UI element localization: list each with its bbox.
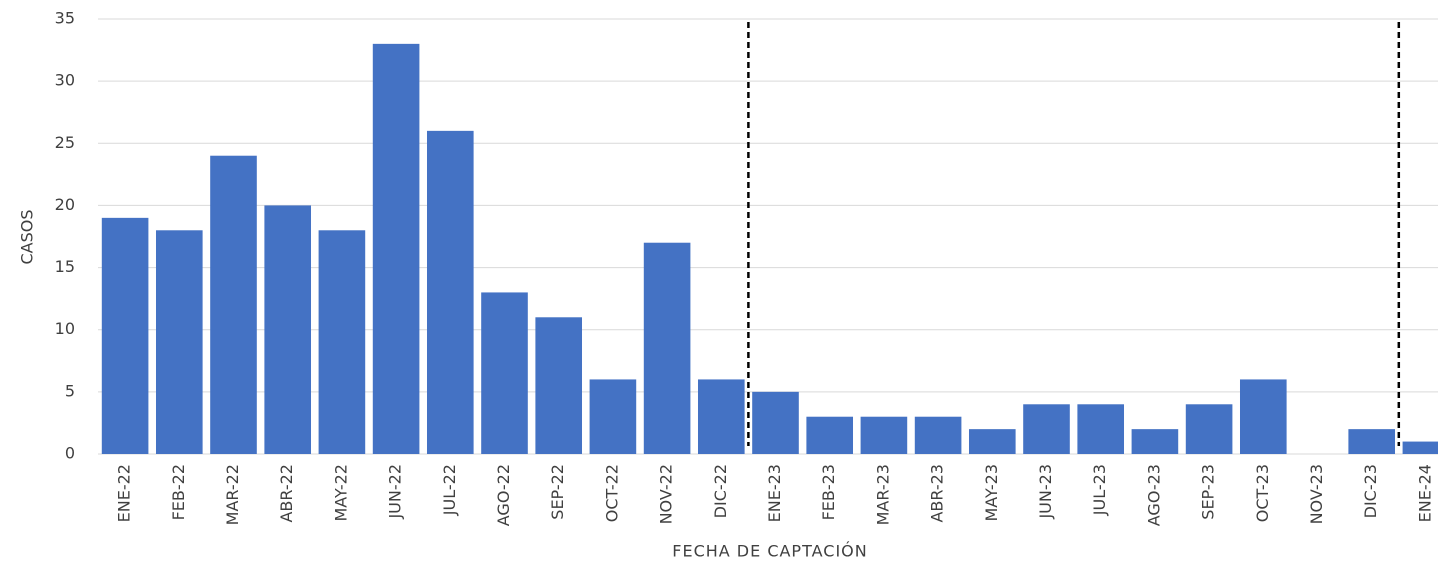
bar <box>481 292 528 454</box>
y-tick-label: 25 <box>55 133 75 152</box>
x-tick-label: ABR-22 <box>277 464 296 523</box>
x-tick-label: OCT-23 <box>1253 464 1272 522</box>
bar <box>372 43 420 454</box>
bar <box>101 217 149 454</box>
bar <box>1402 441 1438 454</box>
x-tick-label: NOV-23 <box>1307 464 1326 524</box>
y-tick-label: 30 <box>55 71 75 90</box>
bar <box>968 429 1016 454</box>
x-tick-label: ENE-23 <box>765 464 784 522</box>
x-tick-label: JUL-22 <box>440 464 459 516</box>
x-tick-label: MAY-22 <box>331 464 350 522</box>
bar <box>806 416 854 454</box>
x-tick-label: JUL-23 <box>1090 464 1109 516</box>
x-tick-label: MAR-23 <box>873 464 892 525</box>
x-tick-label: ABR-23 <box>928 464 947 523</box>
x-tick-label: JUN-23 <box>1036 464 1055 520</box>
y-tick-label: 35 <box>55 9 75 28</box>
x-tick-label: ENE-22 <box>115 464 134 522</box>
bar <box>210 155 257 454</box>
x-tick-label: MAR-22 <box>223 464 242 525</box>
bar <box>426 130 474 454</box>
x-tick-label: SEP-22 <box>548 464 567 520</box>
x-tick-label: AGO-23 <box>1144 464 1163 526</box>
bar <box>1239 379 1287 454</box>
bar <box>589 379 637 454</box>
bar <box>1023 404 1070 454</box>
x-tick-label: FEB-23 <box>819 464 838 520</box>
bar <box>914 416 962 454</box>
x-tick-label: DIC-22 <box>711 464 730 518</box>
bar <box>752 391 799 454</box>
bar <box>1185 404 1233 454</box>
y-tick-label: 20 <box>55 195 75 214</box>
x-tick-label: AGO-22 <box>494 464 513 526</box>
y-tick-label: 5 <box>65 381 75 400</box>
bar <box>643 242 691 454</box>
x-tick-label: DIC-23 <box>1361 464 1380 518</box>
bar <box>1131 429 1179 454</box>
x-tick-label: SEP-23 <box>1199 464 1218 520</box>
x-tick-label: MAY-23 <box>982 464 1001 522</box>
bar <box>535 317 583 454</box>
bar <box>264 205 312 454</box>
bar <box>860 416 908 454</box>
bar <box>1077 404 1125 454</box>
y-tick-label: 15 <box>55 257 75 276</box>
bar <box>697 379 745 454</box>
x-tick-label: FEB-22 <box>169 464 188 520</box>
x-tick-label: NOV-22 <box>657 464 676 524</box>
y-tick-label: 10 <box>55 319 75 338</box>
x-tick-label: JUN-22 <box>386 464 405 520</box>
x-axis-title: FECHA DE CAPTACIÓN <box>672 542 867 561</box>
bar <box>155 230 203 454</box>
y-tick-label: 0 <box>65 444 75 463</box>
x-tick-label: OCT-22 <box>602 464 621 522</box>
x-tick-label: ENE-24 <box>1415 464 1434 522</box>
y-axis-title: CASOS <box>18 209 37 264</box>
bar <box>318 230 366 454</box>
bar <box>1348 429 1396 454</box>
